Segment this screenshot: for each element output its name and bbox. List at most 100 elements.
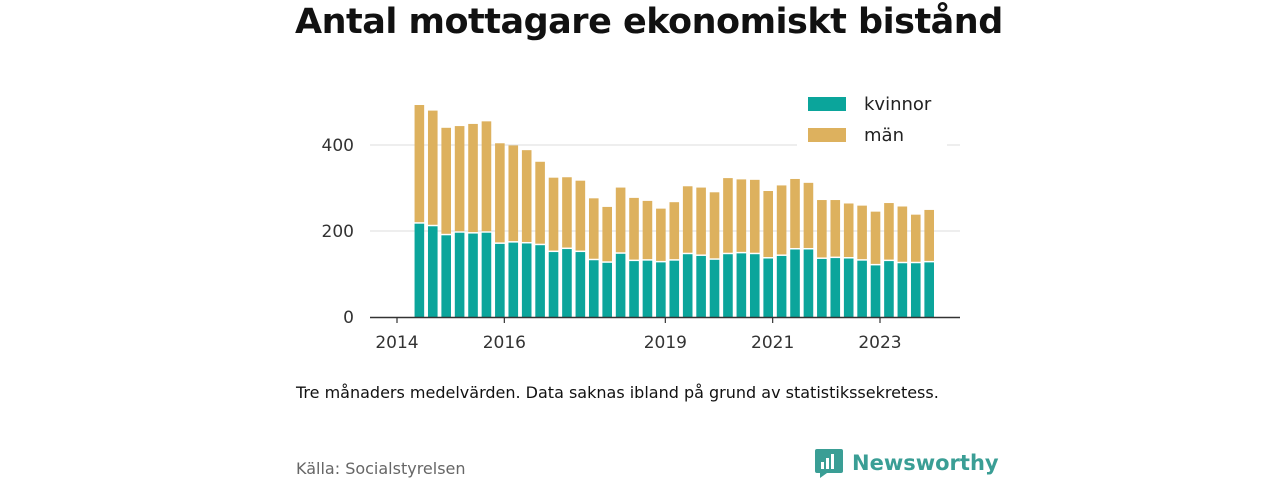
bar-kvinnor bbox=[588, 260, 599, 317]
x-tick-label: 2023 bbox=[858, 333, 901, 353]
bar-kvinnor bbox=[481, 232, 492, 317]
bar-man bbox=[642, 200, 653, 260]
bar-kvinnor bbox=[454, 232, 465, 317]
bar-man bbox=[870, 211, 881, 264]
legend-swatch bbox=[808, 128, 846, 142]
bar-kvinnor bbox=[924, 262, 934, 317]
bar-man bbox=[776, 185, 787, 255]
bar-kvinnor bbox=[803, 249, 814, 317]
bar-kvinnor bbox=[723, 254, 733, 317]
bar-kvinnor bbox=[884, 261, 894, 317]
bar-kvinnor bbox=[535, 245, 545, 317]
x-tick-label: 2014 bbox=[375, 333, 418, 353]
bar-man bbox=[548, 177, 559, 251]
bar-kvinnor bbox=[427, 226, 438, 317]
bar-kvinnor bbox=[629, 261, 639, 317]
bar-man bbox=[830, 200, 841, 257]
bar-man bbox=[414, 105, 425, 223]
legend-label: män bbox=[864, 125, 904, 146]
legend-label: kvinnor bbox=[864, 94, 932, 115]
bar-man bbox=[817, 200, 827, 258]
bar-kvinnor bbox=[843, 258, 854, 317]
bar-kvinnor bbox=[495, 243, 505, 317]
bar-man bbox=[763, 191, 773, 258]
bar-kvinnor bbox=[709, 259, 720, 317]
bar-kvinnor bbox=[575, 252, 586, 317]
bar-man bbox=[696, 187, 706, 255]
bar-man bbox=[562, 177, 572, 248]
bar-kvinnor bbox=[910, 263, 921, 317]
bar-man bbox=[495, 143, 505, 243]
x-tick-label: 2016 bbox=[483, 333, 526, 353]
bar-man bbox=[897, 206, 908, 262]
brand[interactable]: Newsworthy bbox=[814, 447, 999, 479]
brand-name: Newsworthy bbox=[852, 451, 999, 475]
bar-kvinnor bbox=[857, 260, 867, 317]
bar-man bbox=[454, 126, 465, 232]
bar-kvinnor bbox=[763, 258, 773, 317]
bar-man bbox=[790, 178, 800, 248]
bar-man bbox=[682, 186, 693, 253]
bar-kvinnor bbox=[441, 235, 451, 317]
bar-man bbox=[669, 202, 680, 260]
bar-man bbox=[575, 180, 586, 251]
bar-kvinnor bbox=[656, 262, 666, 317]
bar-man bbox=[736, 179, 747, 252]
bar-man bbox=[884, 203, 894, 260]
bar-man bbox=[803, 182, 814, 248]
bar-man bbox=[723, 178, 733, 253]
bar-man bbox=[749, 179, 760, 253]
bar-kvinnor bbox=[615, 253, 626, 317]
axes: 0 200 400 2014 2016 2019 2021 2023 bbox=[322, 136, 960, 353]
bar-man bbox=[709, 192, 720, 259]
y-tick-label: 0 bbox=[343, 308, 354, 328]
bar-kvinnor bbox=[830, 258, 841, 317]
bar-kvinnor bbox=[562, 249, 572, 317]
bar-kvinnor bbox=[682, 254, 693, 317]
legend-swatch bbox=[808, 97, 846, 111]
bar-kvinnor bbox=[696, 255, 706, 317]
bar-man bbox=[441, 127, 451, 234]
bar-kvinnor bbox=[870, 265, 881, 317]
bar-kvinnor bbox=[508, 242, 519, 317]
bar-man bbox=[629, 197, 639, 260]
bar-kvinnor bbox=[521, 243, 532, 317]
bar-man bbox=[843, 203, 854, 258]
bar-kvinnor bbox=[817, 258, 827, 317]
bar-man bbox=[427, 110, 438, 225]
bar-man bbox=[910, 214, 921, 262]
bar-kvinnor bbox=[736, 253, 747, 317]
y-tick-label: 200 bbox=[322, 222, 354, 242]
y-tick-label: 400 bbox=[322, 136, 354, 156]
bar-kvinnor bbox=[602, 262, 612, 317]
bar-kvinnor bbox=[669, 260, 680, 317]
chart-title: Antal mottagare ekonomiskt bistånd bbox=[295, 2, 1003, 42]
newsworthy-logo-icon bbox=[815, 449, 843, 478]
x-tick-label: 2019 bbox=[644, 333, 687, 353]
bar-man bbox=[521, 150, 532, 242]
x-tick-label: 2021 bbox=[751, 333, 794, 353]
bar-man bbox=[857, 205, 867, 260]
bar-man bbox=[656, 208, 666, 261]
bar-kvinnor bbox=[468, 233, 478, 317]
bar-man bbox=[615, 187, 626, 253]
bar-man bbox=[508, 145, 519, 242]
bar-man bbox=[481, 121, 492, 232]
bar-man bbox=[602, 206, 612, 262]
bar-kvinnor bbox=[749, 254, 760, 317]
bar-kvinnor bbox=[897, 263, 908, 317]
legend: kvinnor män bbox=[797, 89, 947, 147]
chart-note: Tre månaders medelvärden. Data saknas ib… bbox=[296, 383, 939, 402]
bar-man bbox=[468, 123, 478, 233]
bars bbox=[414, 105, 934, 317]
bar-kvinnor bbox=[776, 255, 787, 317]
bar-man bbox=[588, 198, 599, 259]
bar-kvinnor bbox=[642, 260, 653, 317]
bar-kvinnor bbox=[790, 249, 800, 317]
source-text: Källa: Socialstyrelsen bbox=[296, 459, 466, 478]
bar-man bbox=[924, 209, 934, 261]
bar-kvinnor bbox=[548, 252, 559, 317]
bar-kvinnor bbox=[414, 223, 425, 317]
bar-man bbox=[535, 161, 545, 244]
